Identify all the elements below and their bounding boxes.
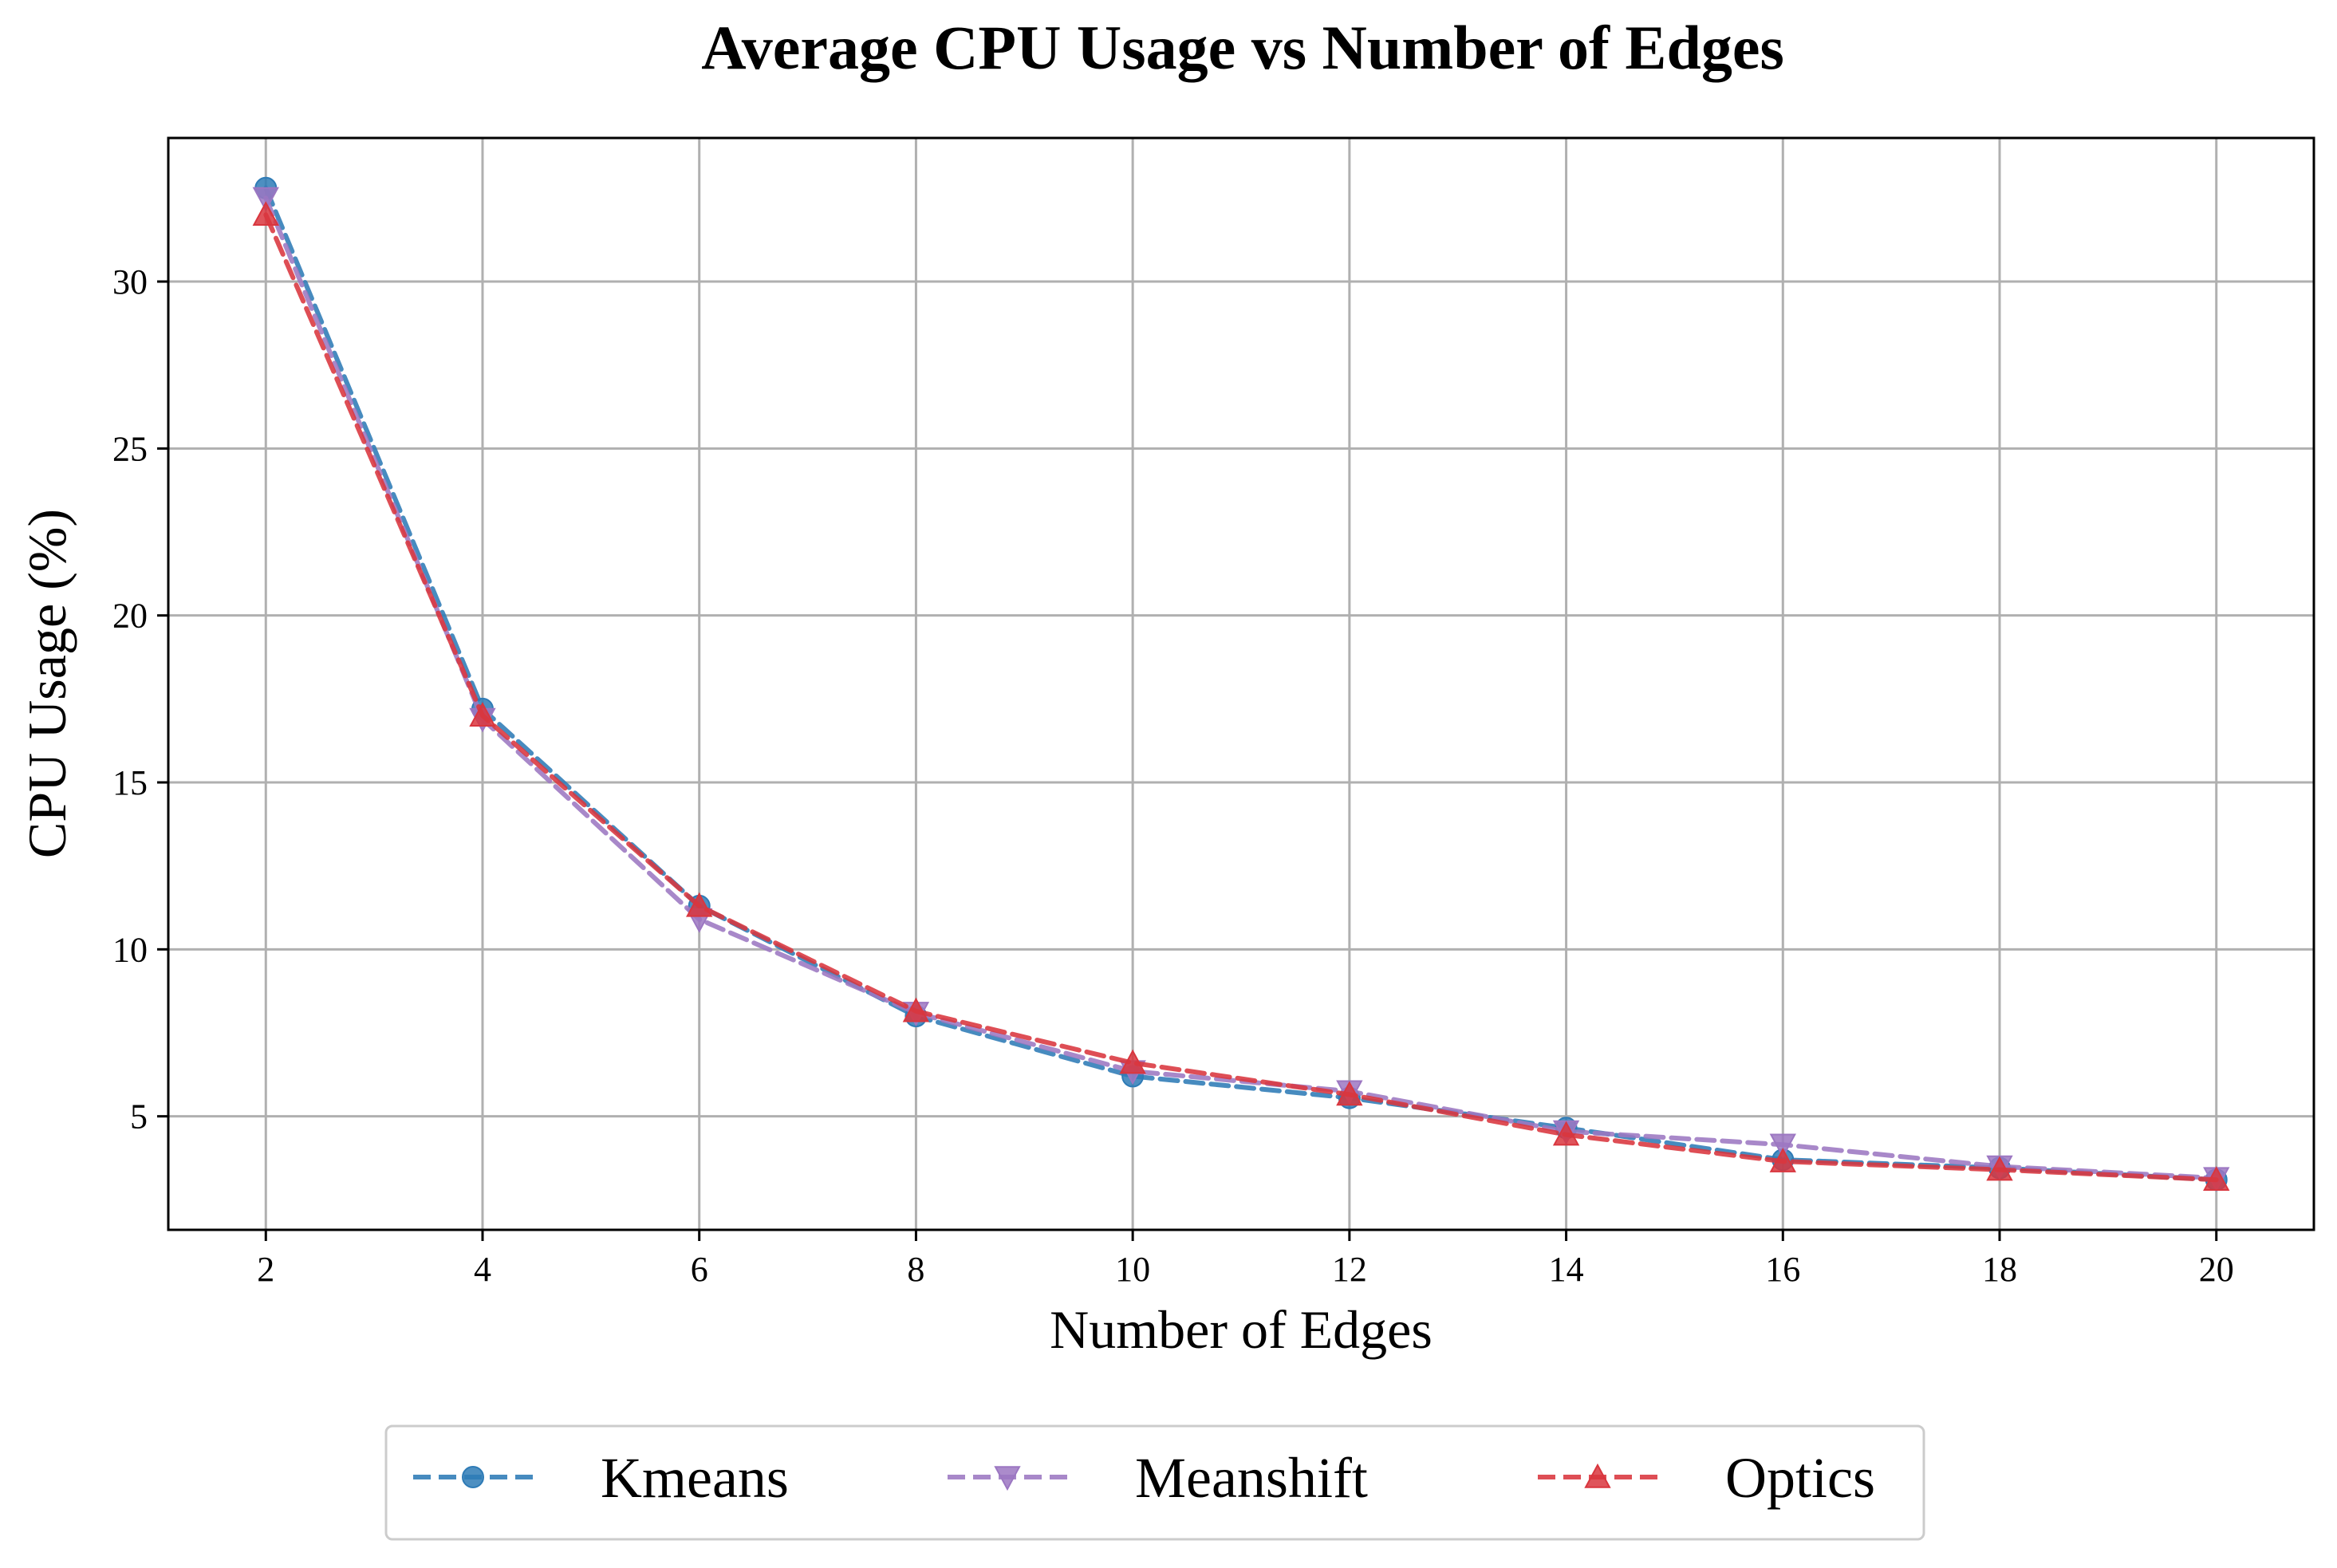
tick-layer: 2 4 6 8 10 12 14 16 18 20 5 10 15 20 25 30: [112, 262, 2234, 1289]
y-tick-label: 15: [112, 763, 148, 802]
legend-marker-optics: [1584, 1463, 1611, 1488]
y-tick-label: 5: [130, 1097, 148, 1137]
series-layer: [252, 176, 2230, 1192]
data-point-meanshift: [1769, 1133, 1796, 1159]
legend-item-meanshift: Meanshift: [948, 1446, 1368, 1510]
legend-marker-meanshift: [994, 1466, 1021, 1491]
x-tick-label: 8: [907, 1250, 924, 1289]
data-point-optics: [1769, 1148, 1796, 1172]
data-point-optics: [1552, 1121, 1580, 1146]
y-tick-label: 25: [112, 429, 148, 468]
x-tick-label: 6: [691, 1250, 708, 1289]
data-point-optics: [686, 892, 713, 917]
x-tick-label: 10: [1115, 1250, 1150, 1289]
x-tick-label: 2: [257, 1250, 274, 1289]
x-tick-label: 16: [1765, 1250, 1800, 1289]
data-point-optics: [252, 201, 279, 227]
data-point-optics: [469, 702, 496, 727]
data-point-optics: [2203, 1166, 2230, 1191]
legend-item-optics: Optics: [1538, 1446, 1875, 1510]
y-tick-label: 10: [112, 930, 148, 969]
x-axis-label: Number of Edges: [1050, 1299, 1433, 1360]
plot-area-frame: [167, 136, 2315, 1231]
series-optics: [252, 201, 2230, 1191]
chart-title: Average CPU Usage vs Number of Edges: [701, 13, 1784, 82]
data-point-optics: [1986, 1156, 2013, 1181]
legend-label-optics: Optics: [1725, 1446, 1875, 1510]
x-tick-label: 14: [1549, 1250, 1584, 1289]
x-tick-label: 20: [2199, 1250, 2234, 1289]
legend-frame: [384, 1424, 1925, 1541]
legend: Kmeans Meanshift Optics: [384, 1424, 1925, 1541]
data-point-optics: [902, 997, 930, 1022]
legend-label-meanshift: Meanshift: [1135, 1446, 1368, 1510]
data-point-meanshift: [252, 187, 279, 212]
series-line-kmeans: [263, 185, 2219, 1183]
data-point-optics: [1119, 1049, 1146, 1074]
grid-layer: [168, 138, 2314, 1230]
series-line-optics: [263, 212, 2219, 1183]
x-tick-label: 12: [1332, 1250, 1367, 1289]
legend-marker-kmeans: [462, 1466, 484, 1488]
x-tick-label: 4: [474, 1250, 491, 1289]
data-point-optics: [1336, 1081, 1363, 1106]
series-line-meanshift: [263, 195, 2219, 1181]
y-axis-label: CPU Usage (%): [17, 509, 77, 858]
y-tick-label: 20: [112, 597, 148, 636]
x-tick-label: 18: [1982, 1250, 2017, 1289]
y-tick-label: 30: [112, 262, 148, 301]
legend-label-kmeans: Kmeans: [601, 1446, 789, 1510]
legend-item-kmeans: Kmeans: [413, 1446, 789, 1510]
